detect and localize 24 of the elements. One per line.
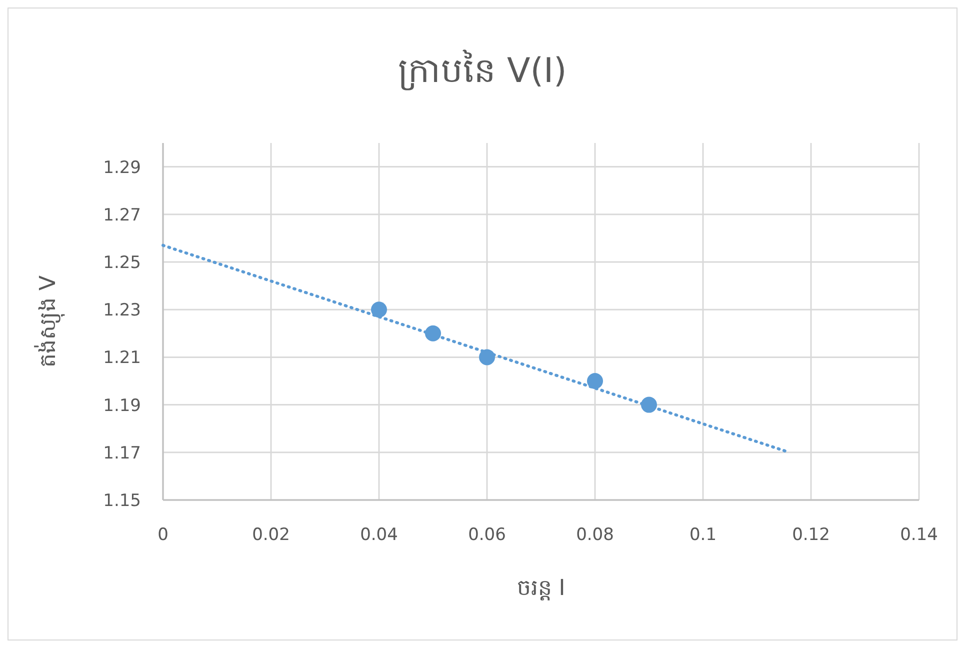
x-tick-label: 0.08 <box>576 525 614 545</box>
y-tick-label: 1.19 <box>103 396 141 416</box>
y-tick-label: 1.23 <box>103 300 141 321</box>
x-axis-title: ចរន្ត I <box>516 576 566 601</box>
y-axis-title: តង់ស្យុង V <box>34 275 65 368</box>
y-tick-label: 1.29 <box>103 158 141 178</box>
chart-title: ក្រាបនៃ V(I) <box>398 49 567 91</box>
x-tick-label: 0.02 <box>252 525 290 545</box>
y-tick-label: 1.17 <box>103 443 141 464</box>
y-tick-label: 1.25 <box>103 253 141 273</box>
y-tick-label: 1.15 <box>103 491 141 511</box>
point <box>587 373 603 389</box>
x-tick-label: 0.06 <box>468 525 506 545</box>
y-tick-label: 1.27 <box>103 205 141 226</box>
point <box>641 396 657 413</box>
x-tick-label: 0.04 <box>360 525 398 545</box>
point <box>425 325 441 342</box>
x-tick-label: 0.12 <box>792 525 830 545</box>
point <box>371 302 387 318</box>
x-tick-label: 0 <box>158 525 168 545</box>
y-tick-label: 1.21 <box>103 348 141 368</box>
x-tick-label: 0.14 <box>900 525 938 545</box>
point <box>479 349 495 366</box>
x-tick-label: 0.1 <box>689 525 717 545</box>
